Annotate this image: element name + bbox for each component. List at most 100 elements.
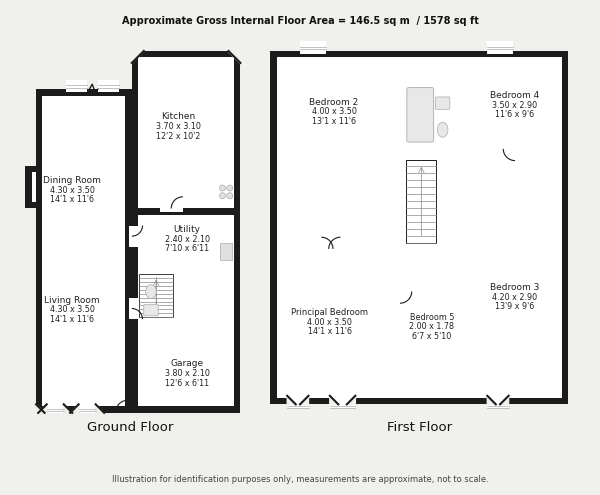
Text: 4.30 x 3.50: 4.30 x 3.50 <box>50 305 95 314</box>
Bar <box>132 317 241 323</box>
Bar <box>491 136 515 152</box>
Circle shape <box>227 185 233 191</box>
Text: 2.40 x 2.10: 2.40 x 2.10 <box>164 235 209 244</box>
Text: 12'2 x 10'2: 12'2 x 10'2 <box>157 132 201 141</box>
Bar <box>132 262 241 268</box>
Text: 4.00 x 3.50: 4.00 x 3.50 <box>307 318 352 327</box>
Text: Living Room: Living Room <box>44 296 100 304</box>
Text: Dining Room: Dining Room <box>43 176 101 185</box>
Bar <box>317 236 340 252</box>
Bar <box>132 51 241 208</box>
Text: 6'7 x 5'10: 6'7 x 5'10 <box>412 332 452 341</box>
Polygon shape <box>287 396 296 404</box>
Bar <box>475 57 562 143</box>
Circle shape <box>220 185 226 191</box>
Bar <box>66 80 87 93</box>
Text: Bedroom 4: Bedroom 4 <box>490 91 539 100</box>
Text: 12'6 x 6'11: 12'6 x 6'11 <box>165 379 209 388</box>
Bar <box>138 215 234 406</box>
Polygon shape <box>347 396 355 404</box>
Text: Bedroom 3: Bedroom 3 <box>490 283 539 292</box>
Bar <box>36 89 132 413</box>
Bar <box>468 190 568 196</box>
Circle shape <box>227 193 233 198</box>
Bar <box>138 274 234 317</box>
Bar <box>138 57 234 202</box>
Polygon shape <box>500 396 509 404</box>
Text: Ground Floor: Ground Floor <box>86 421 173 434</box>
Bar <box>25 166 43 208</box>
Bar <box>138 215 234 262</box>
Bar <box>128 298 140 319</box>
Bar <box>43 96 125 406</box>
Text: First Floor: First Floor <box>386 421 452 434</box>
Text: 13'1 x 11'6: 13'1 x 11'6 <box>312 117 356 126</box>
Text: 14'1 x 11'6: 14'1 x 11'6 <box>50 315 94 324</box>
FancyBboxPatch shape <box>144 305 158 316</box>
Bar <box>475 155 562 190</box>
Bar <box>468 51 475 404</box>
Bar <box>138 323 234 406</box>
Bar <box>277 255 394 398</box>
Bar <box>270 243 568 249</box>
Text: 2.00 x 1.78: 2.00 x 1.78 <box>409 322 454 331</box>
Ellipse shape <box>437 122 448 137</box>
Bar <box>487 395 509 407</box>
Bar <box>287 395 308 407</box>
Bar <box>277 57 394 143</box>
Polygon shape <box>95 404 104 413</box>
Bar <box>132 208 241 413</box>
Circle shape <box>220 193 226 198</box>
Polygon shape <box>64 404 72 413</box>
Bar <box>321 236 344 252</box>
Text: Principal Bedroom: Principal Bedroom <box>291 308 368 317</box>
Bar <box>475 202 562 398</box>
Text: 3.50 x 2.90: 3.50 x 2.90 <box>493 101 538 110</box>
Bar <box>138 202 234 208</box>
Text: 4.30 x 3.50: 4.30 x 3.50 <box>50 186 95 195</box>
Bar <box>220 244 232 259</box>
Polygon shape <box>487 396 496 404</box>
Text: 3.70 x 3.10: 3.70 x 3.10 <box>156 122 201 131</box>
Text: 3.80 x 2.10: 3.80 x 2.10 <box>165 369 209 378</box>
Bar <box>128 226 140 247</box>
Text: 7'10 x 6'11: 7'10 x 6'11 <box>165 245 209 253</box>
Bar <box>79 406 95 413</box>
Text: Bedroom 5: Bedroom 5 <box>410 312 454 322</box>
Text: Garage: Garage <box>170 359 204 368</box>
Text: 14'1 x 11'6: 14'1 x 11'6 <box>50 196 94 204</box>
FancyBboxPatch shape <box>436 97 450 109</box>
Text: Approximate Gross Internal Floor Area = 146.5 sq m  / 1578 sq ft: Approximate Gross Internal Floor Area = … <box>122 16 478 26</box>
Bar <box>277 57 562 398</box>
Text: Kitchen: Kitchen <box>161 112 196 121</box>
Text: 4.00 x 3.50: 4.00 x 3.50 <box>311 107 356 116</box>
Polygon shape <box>132 51 144 63</box>
Bar <box>487 42 513 54</box>
Bar <box>270 143 568 149</box>
Polygon shape <box>300 396 308 404</box>
Text: 11'6 x 9'6: 11'6 x 9'6 <box>496 110 535 119</box>
Text: Utility: Utility <box>173 225 200 234</box>
Bar <box>406 255 462 398</box>
Bar <box>132 202 241 208</box>
Bar <box>277 155 562 243</box>
Text: 14'1 x 11'6: 14'1 x 11'6 <box>308 328 352 337</box>
Polygon shape <box>330 396 338 404</box>
Bar <box>406 57 462 143</box>
Ellipse shape <box>146 285 157 298</box>
Text: 4.20 x 2.90: 4.20 x 2.90 <box>493 293 538 301</box>
Text: 13'9 x 9'6: 13'9 x 9'6 <box>496 302 535 311</box>
FancyBboxPatch shape <box>407 88 434 142</box>
Bar <box>330 395 355 407</box>
Bar <box>300 42 326 54</box>
Bar <box>47 406 64 413</box>
Polygon shape <box>70 404 79 413</box>
Bar <box>397 292 413 315</box>
Text: Bedroom 2: Bedroom 2 <box>310 98 359 106</box>
Bar <box>98 80 119 93</box>
Polygon shape <box>38 404 47 413</box>
Bar <box>36 246 132 252</box>
Bar <box>270 51 568 404</box>
Bar <box>400 51 406 404</box>
Text: Illustration for identification purposes only, measurements are approximate, not: Illustration for identification purposes… <box>112 475 488 484</box>
